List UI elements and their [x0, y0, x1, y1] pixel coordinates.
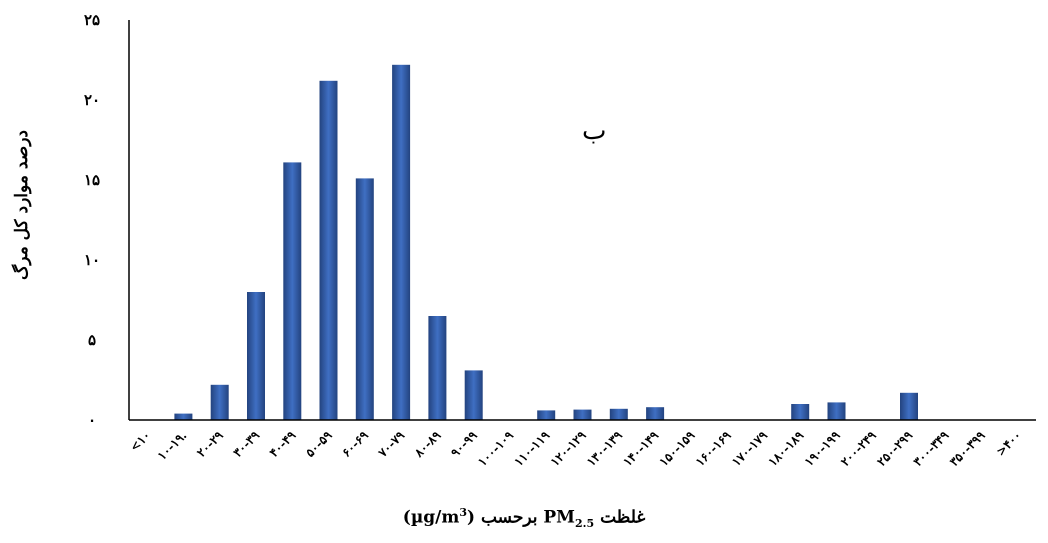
- bar-1: [174, 413, 193, 420]
- bar-4: [283, 162, 302, 420]
- x-tick-label: ۸۰-۸۹: [411, 428, 444, 461]
- x-tick-label: ۲۰۰-۲۴۹: [838, 428, 879, 469]
- x-tick-label: ۱۷۰-۱۷۹: [729, 428, 770, 469]
- x-tick-labels: <۱۰ ۱۰-۱۹. ۲۰-۲۹ ۳۰-۳۹ ۴۰-۴۹ ۵۰-۵۹ ۶۰-۶۹ ۷۰-۷۹ ۸…: [127, 428, 1024, 469]
- y-tick-labels: ۰ ۵ ۱۰ ۱۵ ۲۰ ۲۵: [84, 11, 100, 429]
- bar-7: [392, 64, 411, 421]
- x-tick-label: ۲۰-۲۹: [194, 428, 226, 460]
- x-axis-title-part: غلظت: [594, 507, 646, 528]
- x-tick-label: ۹۰-۹۹: [448, 428, 480, 460]
- bar-3: [247, 292, 265, 420]
- x-tick-label: ۱۸۰-۱۸۹: [766, 428, 807, 469]
- y-tick-label: ۵: [88, 331, 96, 349]
- bar-9: [464, 370, 483, 420]
- x-tick-label: ۳۵۰-۳۹۹: [947, 428, 988, 469]
- bar-2: [210, 384, 229, 420]
- x-tick-label: ۷۰-۷۹: [375, 428, 408, 461]
- x-tick-label: ۳۰۰-۳۴۹: [911, 428, 952, 469]
- x-tick-label: ۶۰-۶۹: [339, 428, 371, 460]
- x-tick-label: ۲۵۰-۲۹۹: [874, 428, 915, 469]
- bar-5: [319, 80, 338, 421]
- bar-11: [537, 410, 556, 420]
- bar-14: [646, 407, 665, 420]
- x-axis-title-part: ) برحسب PM: [467, 507, 575, 528]
- x-tick-label: ۱۹۰-۱۹۹: [802, 428, 843, 469]
- bar-21: [900, 392, 918, 420]
- bar-12: [573, 409, 592, 420]
- bars: [174, 64, 918, 421]
- x-tick-label: ۱۰-۱۹.: [155, 428, 190, 463]
- x-tick-label: <۱۰: [127, 428, 153, 454]
- bar-19: [827, 402, 846, 420]
- bar-6: [355, 178, 374, 420]
- x-tick-label: ۱۶۰-۱۶۹: [693, 428, 734, 469]
- x-axis-title: (µg/m3) برحسب PM2.5 غلظت: [300, 506, 748, 530]
- y-tick-label: ۱۵: [84, 171, 100, 189]
- y-tick-label: ۲۰: [84, 91, 100, 109]
- x-tick-label: ۱۵۰-۱۵۹: [657, 428, 698, 469]
- y-axis-title-text: درصد موارد کل مرگ: [12, 130, 32, 280]
- x-axis-title-superscript: 3: [459, 506, 468, 519]
- x-tick-label: >۴۰۰: [993, 428, 1024, 459]
- y-tick-label: ۱۰: [84, 251, 100, 269]
- x-tick-label: ۱۴۰-۱۴۹: [620, 428, 661, 469]
- x-axis-title-subscript: 2.5: [575, 517, 595, 531]
- bar-8: [428, 316, 447, 420]
- x-tick-label: ۱۳۰-۱۳۹: [584, 428, 625, 469]
- x-tick-label: ۴۰-۴۹: [267, 428, 299, 460]
- x-tick-label: ۱۲۰-۱۲۹: [548, 428, 589, 469]
- y-tick-label: ۲۵: [84, 11, 100, 29]
- x-tick-label: ۱۰۰-۱۰۹: [475, 428, 516, 469]
- x-axis-title-part: (µg/m: [402, 507, 460, 528]
- bar-13: [609, 408, 628, 420]
- x-tick-label: ۱۱۰-۱۱۹: [512, 428, 553, 469]
- y-tick-label: ۰: [88, 411, 96, 429]
- panel-annotation: ب: [582, 116, 607, 146]
- bar-18: [791, 404, 810, 420]
- x-tick-label: ۳۰-۳۹: [230, 428, 262, 460]
- x-tick-label: ۵۰-۵۹: [303, 428, 335, 460]
